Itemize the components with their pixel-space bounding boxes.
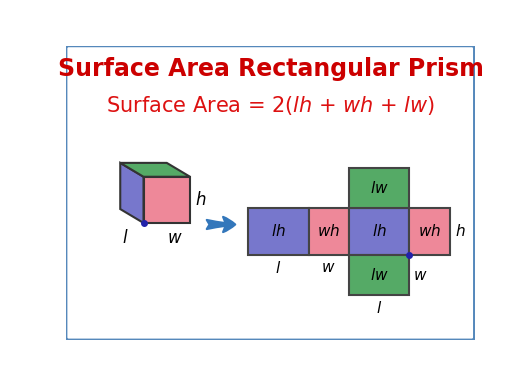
Text: $\mathit{l}$: $\mathit{l}$ <box>376 299 382 316</box>
Bar <box>349 255 409 295</box>
Text: $\mathit{lh}$: $\mathit{lh}$ <box>271 223 286 240</box>
Text: $\mathit{w}$: $\mathit{w}$ <box>413 268 428 283</box>
Text: $\mathit{l}$: $\mathit{l}$ <box>275 260 281 275</box>
Text: $\mathit{lw}$: $\mathit{lw}$ <box>370 267 389 283</box>
Polygon shape <box>144 177 190 223</box>
Polygon shape <box>120 163 144 223</box>
Text: $\mathit{h}$: $\mathit{h}$ <box>455 223 466 240</box>
Bar <box>248 207 308 255</box>
Text: Surface Area = 2($\mathit{lh}$ + $\mathit{wh}$ + $\mathit{lw}$): Surface Area = 2($\mathit{lh}$ + $\mathi… <box>106 94 435 117</box>
Text: Surface Area Rectangular Prism: Surface Area Rectangular Prism <box>58 57 484 81</box>
Bar <box>349 167 409 207</box>
Text: $\mathit{lh}$: $\mathit{lh}$ <box>372 223 386 240</box>
Text: $\mathit{lw}$: $\mathit{lw}$ <box>370 180 389 196</box>
Text: $\mathit{l}$: $\mathit{l}$ <box>122 229 129 247</box>
Polygon shape <box>120 163 190 177</box>
Text: $\mathit{wh}$: $\mathit{wh}$ <box>317 223 340 240</box>
Bar <box>349 207 409 255</box>
Text: $\mathit{w}$: $\mathit{w}$ <box>167 229 182 247</box>
Text: $\mathit{h}$: $\mathit{h}$ <box>195 191 206 209</box>
Text: $\mathit{w}$: $\mathit{w}$ <box>322 260 336 275</box>
Bar <box>409 207 450 255</box>
Text: $\mathit{wh}$: $\mathit{wh}$ <box>418 223 441 240</box>
FancyBboxPatch shape <box>66 46 475 340</box>
Bar <box>308 207 349 255</box>
